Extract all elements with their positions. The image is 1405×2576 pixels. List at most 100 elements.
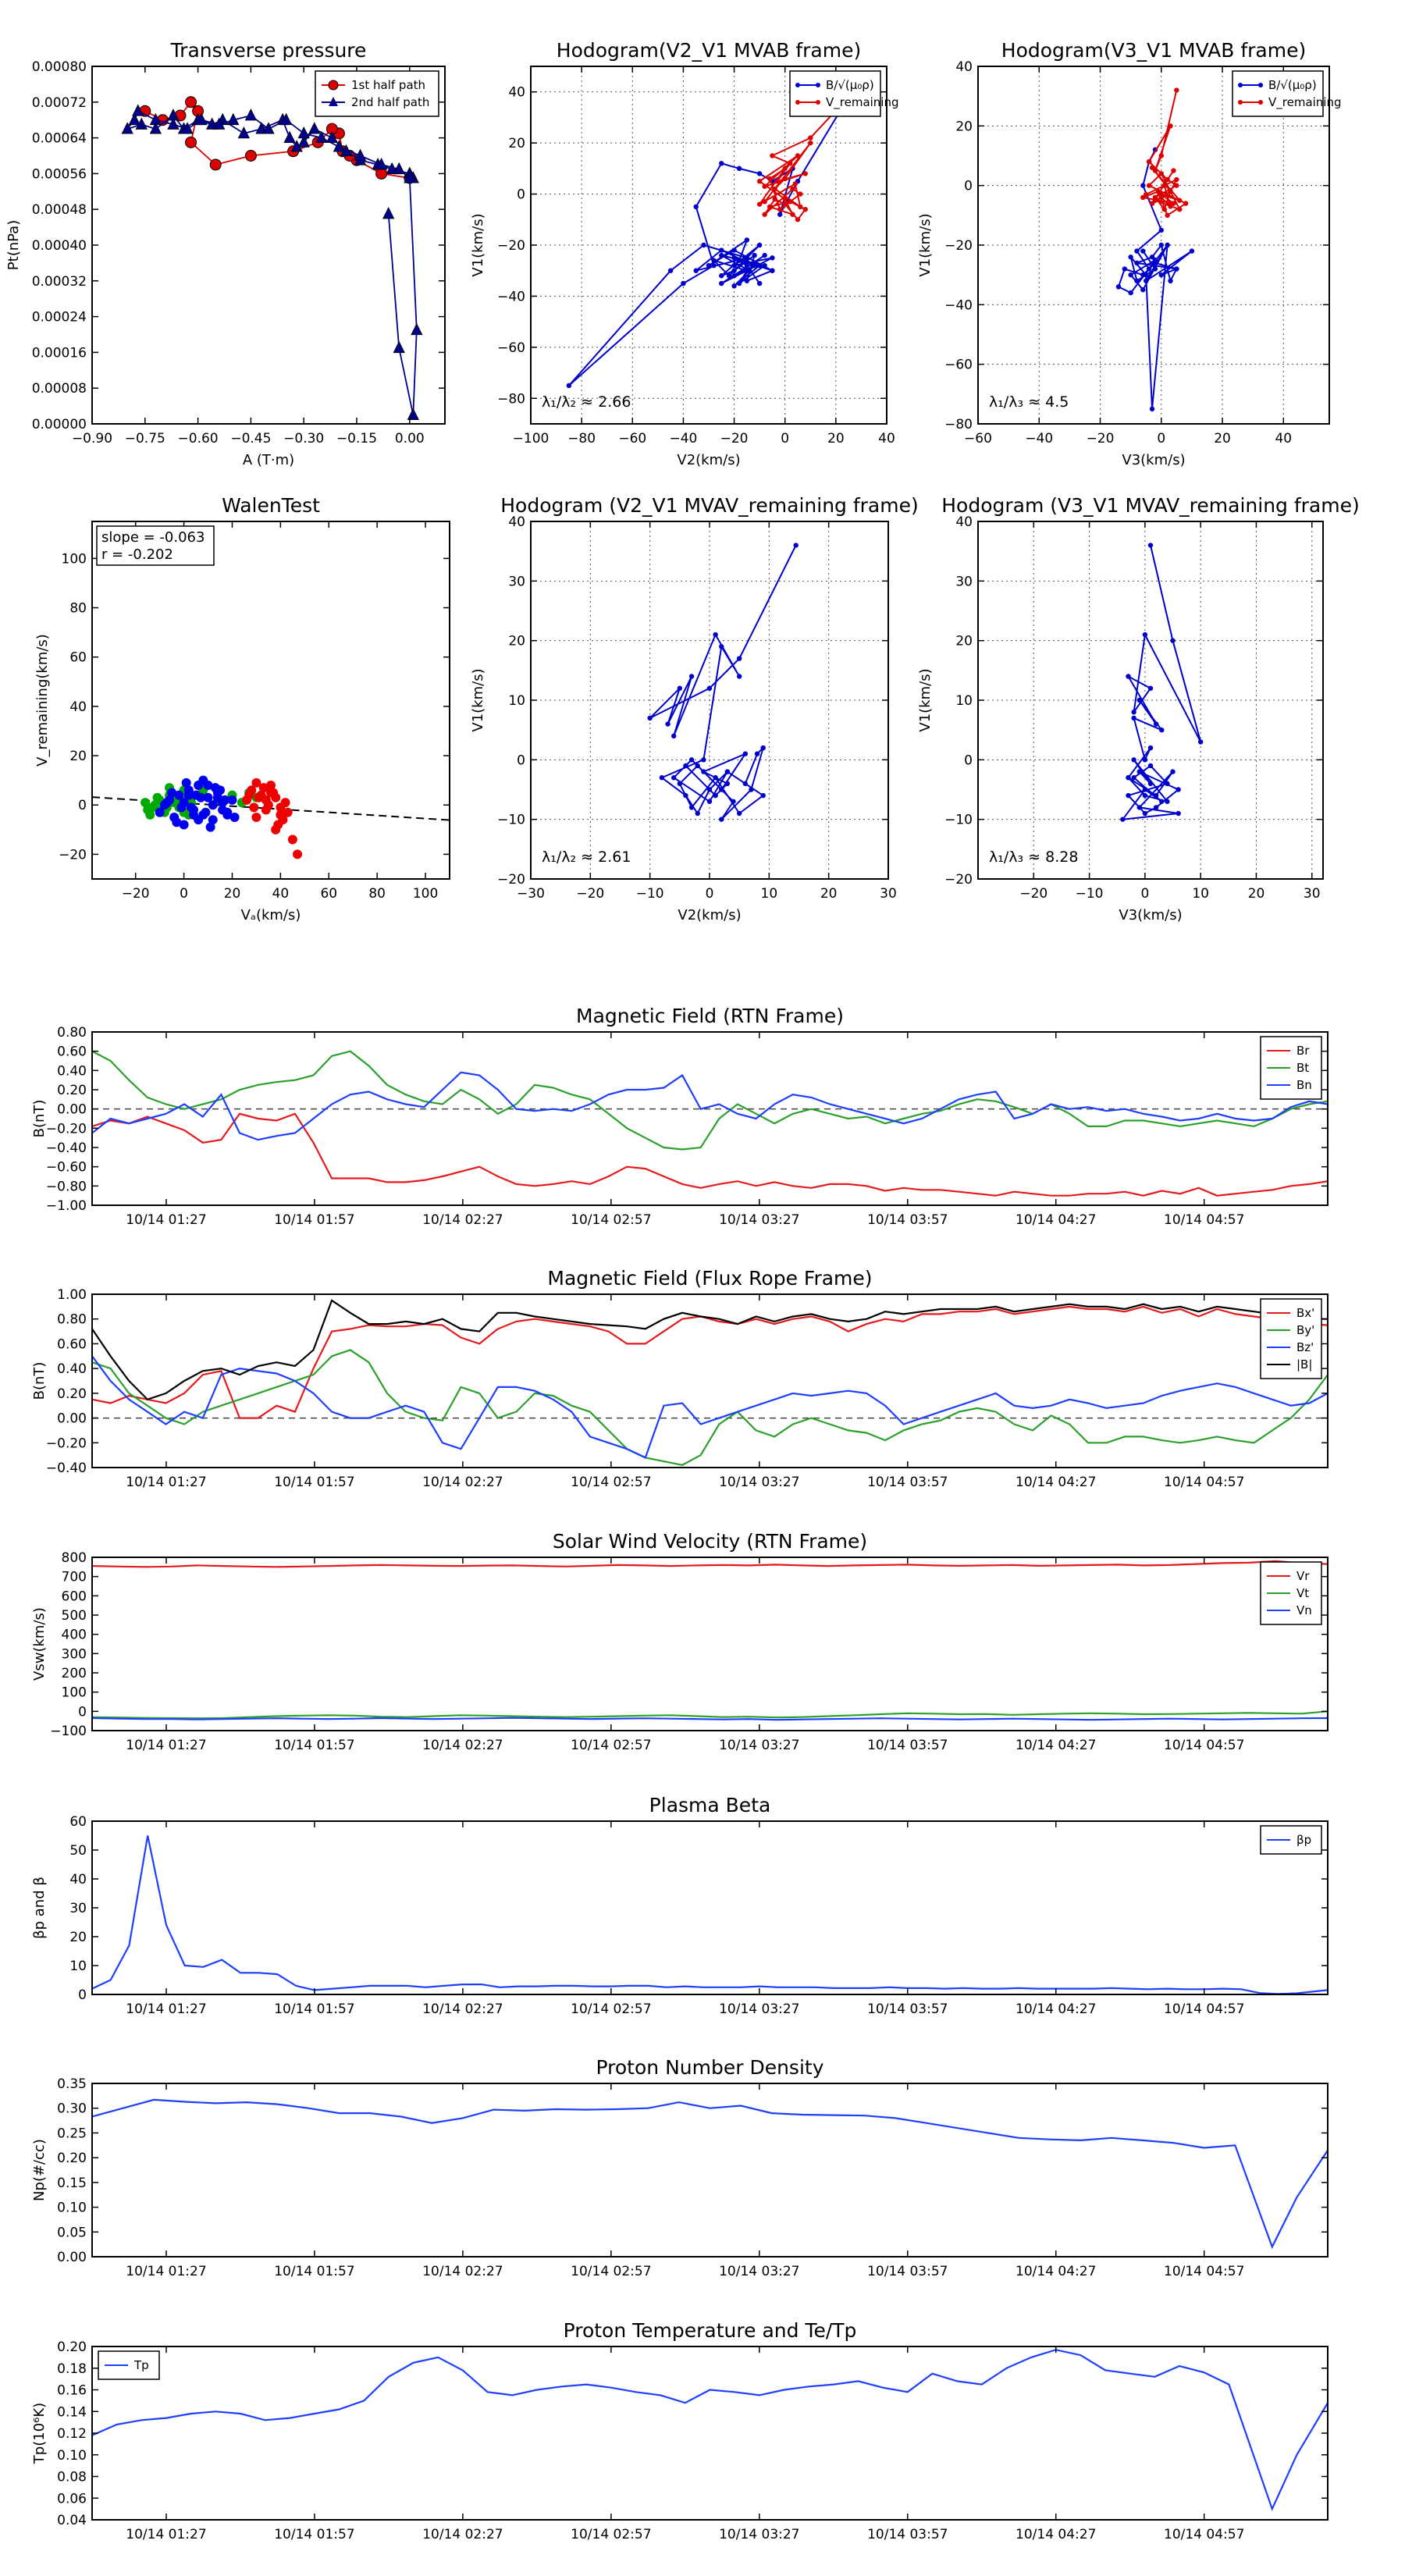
- axes-frame: [91, 66, 446, 425]
- legend-label: Bx': [1297, 1306, 1314, 1320]
- x-tick-label: −0.45: [230, 431, 271, 447]
- y-tick-label: 0.00080: [32, 59, 87, 75]
- data-point: [186, 802, 196, 813]
- y-axis-label: B(nT): [31, 1100, 48, 1138]
- data-point: [724, 781, 731, 787]
- x-tick-label: −20: [720, 431, 749, 447]
- series-line: [92, 2098, 1328, 2250]
- data-point: [770, 268, 775, 273]
- data-point: [407, 407, 419, 420]
- data-point: [1131, 710, 1136, 715]
- data-point: [195, 112, 208, 126]
- y-tick-label: −0.20: [46, 1436, 87, 1451]
- chart-panel-mffr: 10/14 01:27 10/14 01:57 10/14 02:27 10/14 0…: [31, 1267, 1329, 1490]
- y-tick-label: 0: [78, 1987, 87, 2003]
- axes-frame: [91, 1820, 1329, 1995]
- x-tick-label: −30: [517, 886, 545, 902]
- y-tick-label: 20: [69, 749, 87, 764]
- data-point: [1144, 191, 1149, 197]
- data-point: [1140, 287, 1146, 293]
- data-point: [208, 815, 218, 825]
- data-point: [736, 674, 742, 679]
- chart-panel-h21r: −30 −20 −10 0 10 20 30−20−10010203040Hodogram …: [470, 494, 919, 923]
- x-tick-label: 20: [1248, 886, 1265, 902]
- x-tick-label: −0.30: [283, 431, 324, 447]
- axes-frame: [91, 1557, 1329, 1731]
- axes-frame: [91, 2346, 1329, 2521]
- data-point: [1134, 248, 1140, 254]
- x-tick-label: −40: [669, 431, 697, 447]
- data-point: [802, 207, 808, 212]
- x-tick-label: −100: [513, 431, 550, 447]
- data-point: [1152, 260, 1158, 266]
- x-tick-label: 10/14 04:27: [1016, 1475, 1096, 1490]
- series-line: [92, 1305, 1328, 1419]
- data-point: [1136, 697, 1142, 703]
- data-point: [790, 212, 795, 217]
- data-point: [752, 262, 757, 269]
- legend-box: [789, 70, 881, 117]
- y-tick-label: 300: [62, 1646, 87, 1662]
- x-tick-label: 10/14 01:27: [126, 2001, 206, 2017]
- data-point: [719, 644, 724, 649]
- data-point: [1136, 769, 1142, 774]
- y-tick-label: 30: [508, 574, 525, 589]
- y-tick-label: 700: [62, 1570, 87, 1585]
- data-point: [790, 186, 795, 192]
- data-point: [1144, 278, 1149, 283]
- data-point: [128, 112, 140, 126]
- data-point: [1128, 254, 1133, 260]
- data-point: [749, 787, 754, 792]
- y-tick-label: 60: [69, 1814, 87, 1830]
- data-point: [711, 258, 717, 263]
- y-tick-label: 0.80: [57, 1312, 87, 1328]
- x-tick-label: 10/14 02:27: [422, 2264, 503, 2279]
- data-point: [742, 781, 748, 787]
- data-point: [244, 790, 254, 800]
- legend-box: [315, 70, 439, 117]
- chart-title: Hodogram(V2_V1 MVAB frame): [557, 39, 861, 62]
- y-tick-label: −10: [497, 813, 525, 828]
- y-tick-label: 0: [964, 179, 973, 194]
- series-line: [1121, 545, 1202, 820]
- x-tick-label: 100: [413, 886, 438, 902]
- data-point: [1153, 721, 1159, 727]
- data-point: [185, 136, 197, 148]
- legend: βp: [1260, 1825, 1322, 1855]
- axes-frame: [91, 521, 450, 880]
- data-point: [756, 171, 763, 176]
- data-point: [227, 795, 237, 805]
- chart-panel-mfrtn: 10/14 01:27 10/14 01:57 10/14 02:27 10/14 0…: [31, 1005, 1329, 1228]
- chart-title: Hodogram (V2_V1 MVAV_remaining frame): [500, 494, 919, 517]
- data-point: [208, 800, 218, 810]
- plot-area: [1120, 543, 1204, 822]
- data-point: [762, 262, 767, 269]
- y-tick-label: 0.30: [57, 2101, 87, 2117]
- data-point: [212, 792, 222, 802]
- y-tick-label: 10: [955, 693, 973, 709]
- x-tick-label: −0.75: [125, 431, 165, 447]
- data-point: [1147, 543, 1154, 548]
- data-point: [354, 148, 367, 161]
- chart-title: Transverse pressure: [170, 39, 367, 62]
- data-point: [1189, 248, 1195, 254]
- x-tick-label: 10/14 02:57: [571, 2264, 651, 2279]
- y-tick-label: 40: [955, 59, 973, 75]
- data-point: [744, 278, 750, 283]
- data-point: [1165, 799, 1170, 804]
- y-tick-label: 20: [508, 634, 525, 649]
- y-axis-label: Pt(nPa): [5, 220, 22, 270]
- x-tick-label: 10/14 01:27: [126, 1212, 206, 1228]
- legend-label: Bz': [1297, 1340, 1314, 1354]
- data-point: [1146, 266, 1152, 272]
- data-point: [375, 167, 388, 180]
- series-line: [92, 1355, 1328, 1459]
- y-tick-label: 0.00032: [32, 274, 87, 290]
- eigenvalue-ratio-label: λ₁/λ₂ ≈ 2.61: [542, 849, 631, 866]
- data-point: [229, 813, 240, 823]
- data-point: [647, 715, 653, 721]
- data-point: [792, 181, 798, 187]
- data-point: [152, 792, 162, 802]
- data-point: [713, 632, 718, 638]
- x-tick-label: 10/14 02:57: [571, 1475, 651, 1490]
